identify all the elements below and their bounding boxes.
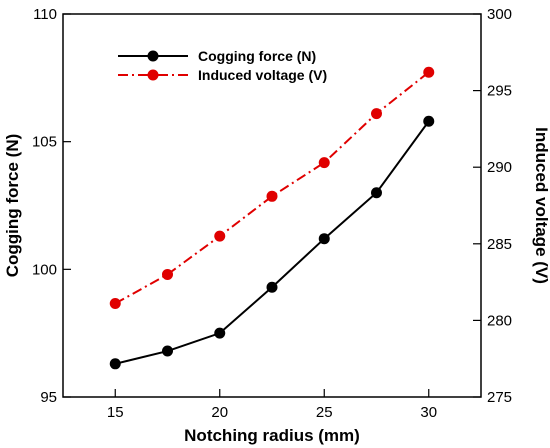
series-1-point-2 [214,230,226,242]
x-tick-label-1: 20 [211,404,228,421]
series-1-point-3 [266,190,278,202]
x-tick-label-3: 30 [420,404,437,421]
legend-marker-0 [147,50,159,62]
x-axis-title: Notching radius (mm) [184,426,360,445]
legend-marker-1 [147,69,159,81]
series-1-point-1 [162,268,173,280]
legend-label-1: Induced voltage (V) [198,67,327,83]
series-0-point-2 [214,327,226,339]
legend-label-0: Cogging force (N) [198,48,316,64]
y-left-tick-label-3: 110 [33,6,57,23]
series-1-point-5 [371,108,382,120]
axis-ticks: 15 20 25 30 95 100 105 110 275 280 285 290 295 300 [32,6,512,421]
series-0-point-1 [162,345,173,357]
series-0-point-0 [109,358,121,370]
series-1-line [114,71,430,305]
series-1-point-0 [109,298,121,310]
x-tick-label-2: 25 [316,404,333,421]
y-left-tick-label-1: 100 [32,261,57,278]
series-0-line [115,120,430,365]
y-axis-left-title: Cogging force (N) [3,134,22,278]
y-right-tick-label-1: 280 [487,312,512,329]
y-right-tick-label-4: 295 [487,83,512,100]
y-left-tick-label-0: 95 [40,389,57,406]
y-right-tick-label-5: 300 [487,6,512,23]
y-right-tick-label-2: 285 [487,236,512,253]
series-0-point-5 [371,187,382,199]
series-0-point-4 [318,233,330,245]
x-tick-label-0: 15 [107,404,124,421]
series-0-point-6 [423,115,435,127]
legend: Cogging force (N) Induced voltage (V) [118,48,327,83]
y-left-tick-label-2: 105 [32,134,57,151]
y-axis-right-title: Induced voltage (V) [532,127,550,284]
series-1-point-4 [318,157,330,169]
plot-frame [62,13,482,398]
y-right-tick-label-0: 275 [487,389,512,406]
series-layer [109,66,435,370]
series-1-point-6 [423,66,435,78]
y-right-tick-label-3: 290 [487,159,512,176]
series-0-point-3 [266,281,278,293]
